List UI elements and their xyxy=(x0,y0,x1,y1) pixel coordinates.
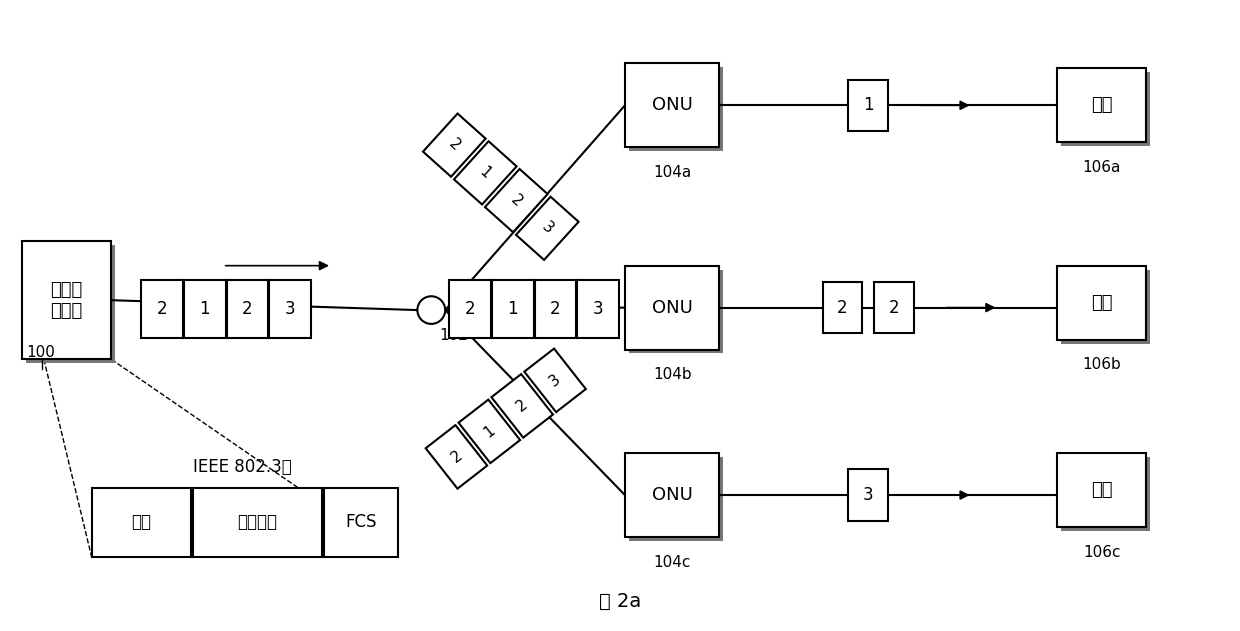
Bar xyxy=(193,488,322,557)
Text: 用户: 用户 xyxy=(1091,97,1112,114)
Bar xyxy=(227,280,268,338)
Bar xyxy=(534,280,577,338)
Text: 100: 100 xyxy=(26,345,55,360)
Text: ONU: ONU xyxy=(652,97,693,114)
Text: 1: 1 xyxy=(863,97,874,114)
Bar xyxy=(629,269,723,353)
Text: 3: 3 xyxy=(863,486,874,504)
Bar xyxy=(578,280,619,338)
Text: 3: 3 xyxy=(547,372,563,389)
Text: 3: 3 xyxy=(285,300,295,318)
Text: 2: 2 xyxy=(551,300,560,318)
Bar xyxy=(1056,266,1147,339)
Text: 1: 1 xyxy=(476,164,494,182)
Polygon shape xyxy=(525,348,585,412)
Text: 104b: 104b xyxy=(652,367,692,382)
Text: 2: 2 xyxy=(513,397,531,415)
Text: 3: 3 xyxy=(538,220,556,237)
Bar xyxy=(184,280,226,338)
Text: 用户: 用户 xyxy=(1091,481,1112,499)
Text: 102: 102 xyxy=(439,327,467,343)
Circle shape xyxy=(418,297,445,324)
Polygon shape xyxy=(516,197,579,260)
Text: 106b: 106b xyxy=(1083,357,1121,372)
Polygon shape xyxy=(423,114,486,177)
Text: 2: 2 xyxy=(507,192,525,209)
Text: 104a: 104a xyxy=(653,165,691,180)
Text: 2: 2 xyxy=(242,300,253,318)
Text: 1: 1 xyxy=(200,300,210,318)
Text: 2: 2 xyxy=(889,298,899,317)
Bar xyxy=(848,469,888,521)
Bar xyxy=(1056,68,1147,143)
Polygon shape xyxy=(454,141,517,204)
Text: 106c: 106c xyxy=(1083,545,1121,560)
Text: 标题: 标题 xyxy=(131,513,151,531)
Text: IEEE 802.3帧: IEEE 802.3帧 xyxy=(193,458,291,476)
Polygon shape xyxy=(491,374,553,438)
Text: 图 2a: 图 2a xyxy=(599,592,641,611)
Bar xyxy=(1061,73,1151,146)
Bar xyxy=(449,280,491,338)
Polygon shape xyxy=(459,399,520,463)
Text: 104c: 104c xyxy=(653,555,691,570)
Text: 106a: 106a xyxy=(1083,160,1121,175)
Text: 2: 2 xyxy=(837,298,848,317)
Bar xyxy=(848,80,888,131)
Bar xyxy=(269,280,311,338)
Bar xyxy=(1056,453,1147,527)
Bar xyxy=(324,488,398,557)
Text: ONU: ONU xyxy=(652,298,693,317)
Text: 1: 1 xyxy=(481,423,497,440)
Bar xyxy=(492,280,533,338)
Text: FCS: FCS xyxy=(346,513,377,531)
Text: 2: 2 xyxy=(465,300,475,318)
Text: 3: 3 xyxy=(593,300,604,318)
Text: ONU: ONU xyxy=(652,486,693,504)
Text: 2: 2 xyxy=(156,300,167,318)
Text: 光学线
路终端: 光学线 路终端 xyxy=(51,281,83,320)
Bar xyxy=(141,280,184,338)
Bar xyxy=(625,453,719,537)
Polygon shape xyxy=(485,169,548,232)
Bar xyxy=(1061,457,1151,531)
Bar xyxy=(92,488,191,557)
Bar xyxy=(822,282,862,333)
Bar xyxy=(874,282,914,333)
Bar xyxy=(629,457,723,541)
Text: 用户: 用户 xyxy=(1091,293,1112,312)
Bar xyxy=(1061,269,1151,344)
Bar xyxy=(625,266,719,350)
Text: 1: 1 xyxy=(507,300,518,318)
Bar xyxy=(22,241,112,360)
Bar xyxy=(26,245,115,363)
Text: 有效负载: 有效负载 xyxy=(237,513,278,531)
Bar xyxy=(625,63,719,147)
Text: 2: 2 xyxy=(445,136,463,154)
Text: 2: 2 xyxy=(448,448,465,466)
Bar xyxy=(629,68,723,151)
Polygon shape xyxy=(425,425,487,488)
